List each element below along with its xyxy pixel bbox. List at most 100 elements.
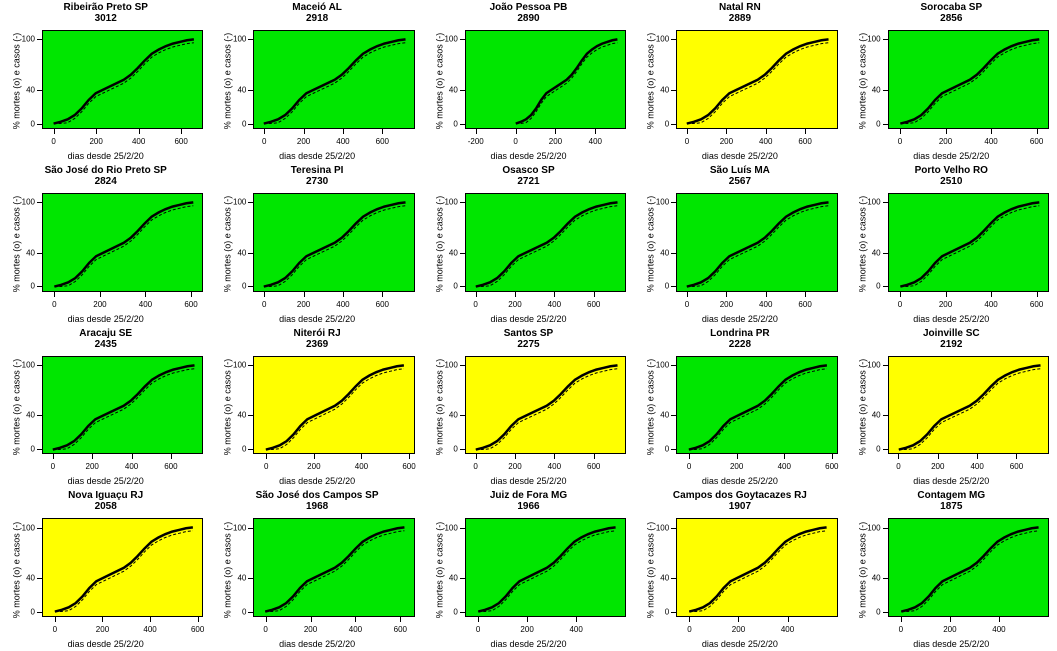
x-tick [689,453,690,459]
x-tick [361,453,362,459]
deaths-line [54,43,194,124]
x-tick [999,616,1000,622]
x-axis-label: dias desde 25/2/20 [846,151,1057,161]
panel-8: % mortes (o) e casos (-)dias desde 25/2/… [634,163,845,326]
panel-count: 3012 [0,13,211,24]
deaths-line [478,531,615,612]
deaths-line [687,43,829,124]
deaths-line [898,368,1040,449]
x-axis-label: dias desde 25/2/20 [211,314,422,324]
x-tick-label: 0 [53,625,57,634]
x-tick [304,291,305,297]
x-tick [726,128,727,134]
plot-area: 0401000200400600 [465,193,626,292]
x-tick-label: 200 [720,300,733,309]
plot-area: 0401000200400600 [676,30,837,129]
panel-16: % mortes (o) e casos (-)dias desde 25/2/… [211,488,422,651]
curve-svg [43,31,202,128]
x-tick [991,128,992,134]
plot-area: 0401000200400600 [253,30,414,129]
y-tick-label: 0 [859,445,881,454]
x-tick-label: 400 [143,625,156,634]
curve-svg [43,194,202,291]
x-tick-label: 400 [349,625,362,634]
x-tick-label: 200 [89,137,102,146]
y-tick-label: 0 [859,282,881,291]
y-tick-label: 0 [224,445,246,454]
x-tick [171,453,172,459]
x-tick-label: 0 [473,300,477,309]
panel-title: São José dos Campos SP1968 [211,490,422,512]
panel-city-name: Sorocaba SP [846,2,1057,13]
y-tick-label: 40 [436,574,458,583]
panel-title: Londrina PR2228 [634,328,845,350]
panel-count: 2510 [846,176,1057,187]
x-tick-label: 200 [931,462,944,471]
x-axis-label: dias desde 25/2/20 [846,476,1057,486]
x-tick-label: 400 [548,300,561,309]
curve-svg [677,519,836,616]
x-tick-label: 0 [51,137,55,146]
y-axis-label: % mortes (o) e casos (-) [223,33,233,130]
panel-count: 2889 [634,13,845,24]
y-tick-label: 40 [224,85,246,94]
cases-line [54,39,194,123]
x-tick [938,453,939,459]
x-tick [594,453,595,459]
x-tick [950,616,951,622]
panel-city-name: Aracaju SE [0,328,211,339]
x-tick-label: 400 [992,625,1005,634]
x-tick-label: 400 [781,625,794,634]
x-tick-label: 200 [304,625,317,634]
x-axis-label: dias desde 25/2/20 [423,314,634,324]
y-tick-label: 0 [224,282,246,291]
plot-area: 0401000200400600 [465,356,626,455]
panel-count: 1968 [211,501,422,512]
x-tick [1037,128,1038,134]
panel-count: 2567 [634,176,845,187]
y-tick-label: 100 [647,523,669,532]
panel-5: % mortes (o) e casos (-)dias desde 25/2/… [0,163,211,326]
cases-line [54,202,193,286]
cases-line [266,528,405,612]
y-tick-label: 100 [13,360,35,369]
x-tick [145,291,146,297]
cases-line [266,365,404,449]
cases-line [900,39,1039,123]
y-tick-label: 40 [224,248,246,257]
cases-line [901,528,1038,612]
curve-svg [466,519,625,616]
cases-line [478,528,615,612]
panel-9: % mortes (o) e casos (-)dias desde 25/2/… [846,163,1057,326]
x-tick-label: 600 [825,462,838,471]
panel-title: Aracaju SE2435 [0,328,211,350]
panel-6: % mortes (o) e casos (-)dias desde 25/2/… [211,163,422,326]
curve-svg [254,519,413,616]
x-tick [355,616,356,622]
x-tick-label: 0 [687,462,691,471]
x-tick [737,453,738,459]
y-tick-label: 100 [224,35,246,44]
x-tick [92,453,93,459]
x-tick-label: 0 [52,300,56,309]
deaths-line [689,531,826,612]
panel-city-name: Osasco SP [423,165,634,176]
deaths-line [264,43,406,124]
y-tick-label: 0 [13,607,35,616]
panel-title: São José do Rio Preto SP2824 [0,165,211,187]
deaths-line [900,206,1039,287]
x-tick-label: 600 [798,137,811,146]
x-tick [687,128,688,134]
x-tick-label: 200 [307,462,320,471]
panel-title: Sorocaba SP2856 [846,2,1057,24]
x-tick-label: 400 [759,137,772,146]
x-tick [102,616,103,622]
x-tick-label: 400 [589,137,602,146]
deaths-line [55,531,193,612]
x-tick-label: 600 [587,300,600,309]
y-axis-label: % mortes (o) e casos (-) [11,359,21,456]
panel-title: Natal RN2889 [634,2,845,24]
x-tick-label: 600 [1030,137,1043,146]
x-tick [946,128,947,134]
x-axis-label: dias desde 25/2/20 [634,314,845,324]
